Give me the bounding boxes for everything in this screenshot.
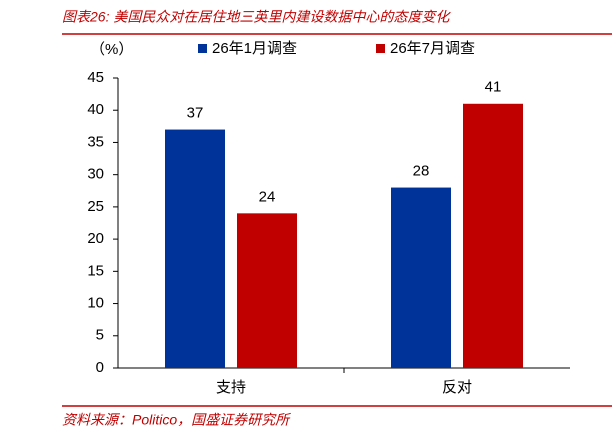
bar bbox=[391, 187, 451, 368]
source: 资料来源：Politico，国盛证券研究所 bbox=[62, 412, 291, 428]
y-tick-label: 5 bbox=[96, 327, 104, 344]
y-tick-label: 40 bbox=[87, 101, 104, 118]
y-tick-label: 25 bbox=[87, 198, 104, 215]
value-label: 24 bbox=[259, 188, 276, 205]
legend-swatch bbox=[376, 44, 385, 53]
chart-title: 图表26: 美国民众对在居住地三英里内建设数据中心的态度变化 bbox=[62, 9, 451, 25]
legend-swatch bbox=[198, 44, 207, 53]
y-unit: （%） bbox=[90, 41, 133, 58]
value-label: 41 bbox=[485, 79, 502, 96]
bar bbox=[463, 103, 523, 369]
legend-label: 26年7月调查 bbox=[390, 40, 475, 57]
x-tick-label: 支持 bbox=[216, 379, 246, 396]
x-tick-label: 反对 bbox=[442, 379, 472, 396]
y-tick-label: 0 bbox=[96, 359, 104, 376]
value-label: 37 bbox=[187, 105, 204, 122]
y-tick-label: 35 bbox=[87, 133, 104, 150]
y-tick-label: 15 bbox=[87, 262, 104, 279]
y-tick-label: 20 bbox=[87, 230, 104, 247]
y-tick-label: 30 bbox=[87, 166, 104, 183]
y-tick-label: 45 bbox=[87, 69, 104, 86]
legend-label: 26年1月调查 bbox=[212, 40, 297, 57]
bar bbox=[165, 129, 225, 368]
value-label: 28 bbox=[413, 163, 430, 180]
bar bbox=[237, 213, 297, 368]
y-tick-label: 10 bbox=[87, 295, 104, 312]
